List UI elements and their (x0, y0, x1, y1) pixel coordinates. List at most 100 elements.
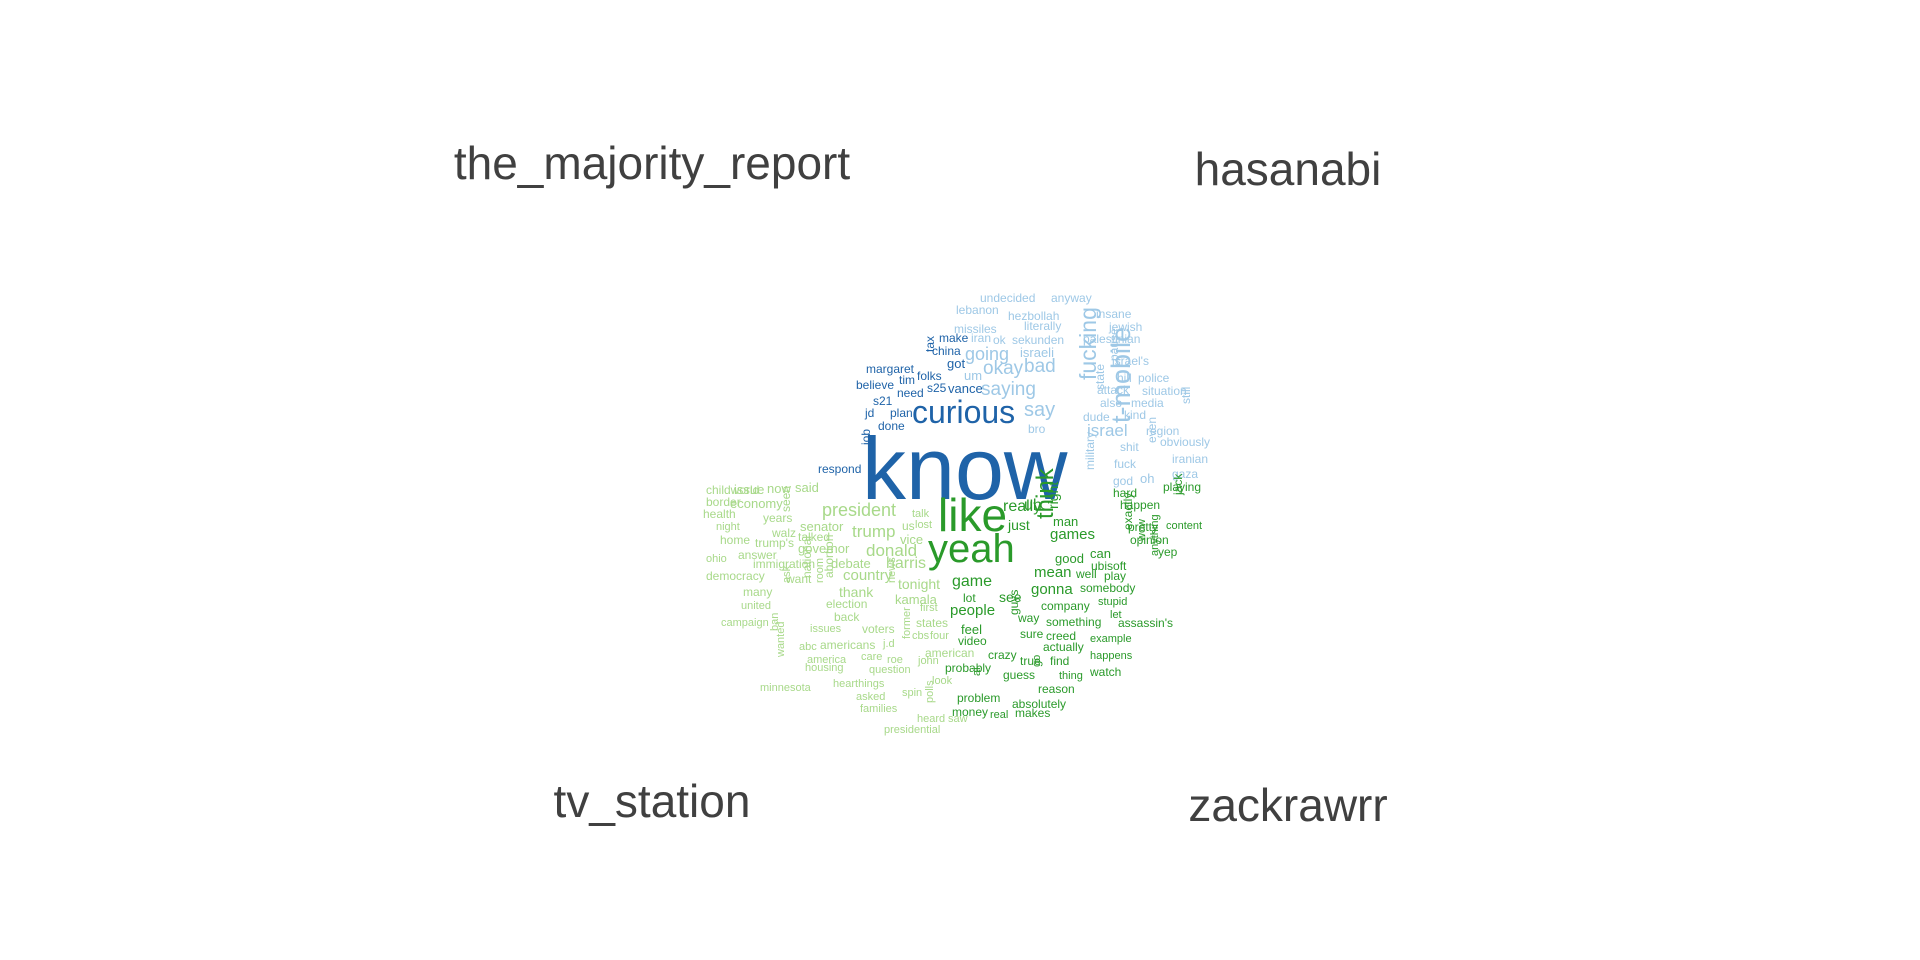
cloud-word-yeah: yeah (928, 527, 1015, 571)
cloud-word-watch: watch (1090, 664, 1122, 679)
cloud-word-problem: problem (957, 690, 1001, 705)
cloud-word-abc: abc (799, 640, 817, 653)
cloud-word-just: just (1008, 517, 1030, 534)
cloud-word-see: see (999, 589, 1022, 606)
cloud-word-creed: creed (1046, 628, 1077, 643)
cloud-word-abortion: abortion (822, 535, 836, 579)
cloud-word-hearthings: hearthings (833, 677, 885, 690)
cloud-word-america: america (807, 653, 847, 666)
cloud-word-john: john (918, 654, 939, 667)
cloud-word-us: us (902, 518, 915, 533)
cloud-word-campaign: campaign (721, 616, 769, 629)
cloud-word-lot: lot (963, 590, 976, 605)
cloud-word-say: say (1024, 399, 1056, 421)
cloud-word-actually: actually (1043, 639, 1084, 654)
cloud-word-wow: wow (1136, 519, 1148, 542)
cloud-word-american: american (925, 645, 975, 660)
cloud-word-cbs: cbs (912, 629, 930, 642)
cloud-word-lost: lost (915, 518, 933, 531)
cloud-word-harris: harris (886, 555, 927, 573)
cloud-word-border: border (706, 494, 741, 509)
cloud-word-voters: voters (862, 621, 895, 636)
cloud-word-reason: reason (1038, 681, 1075, 696)
group-label-bottom-right: zackrawrr (1188, 779, 1388, 831)
cloud-word-hezbollah: hezbollah (1008, 308, 1060, 323)
cloud-word-dude: dude (1083, 409, 1110, 424)
cloud-word-video: video (958, 633, 987, 648)
cloud-word-game: game (952, 573, 993, 591)
cloud-word-anything: anything (1149, 514, 1161, 557)
cloud-word-shit: shit (1120, 439, 1139, 454)
cloud-word-good: good (1055, 550, 1084, 566)
cloud-word-bad: bad (1024, 355, 1056, 377)
cloud-word-true: true (1020, 653, 1041, 668)
cloud-word-ohio: ohio (706, 552, 727, 565)
cloud-word-anyway: anyway (1051, 290, 1092, 305)
cloud-word-home: home (720, 532, 751, 547)
cloud-word-look: look (932, 674, 953, 687)
cloud-word-jd: jd (865, 405, 875, 420)
cloud-word-vance: vance (948, 380, 983, 396)
cloud-word-go: go (1031, 654, 1043, 668)
cloud-word-walz: walz (772, 525, 797, 540)
cloud-word-god: god (1113, 473, 1134, 488)
cloud-word-people: people (950, 602, 996, 620)
cloud-word-roe: roe (887, 653, 903, 666)
cloud-word-way: way (1018, 610, 1040, 625)
cloud-word-kamala: kamala (895, 591, 937, 607)
cloud-word-talk: talk (912, 507, 930, 520)
cloud-word-israeli: israeli (1020, 344, 1054, 360)
cloud-word-still: still (1179, 387, 1193, 405)
cloud-word-ask: ask (781, 566, 793, 584)
cloud-word-man: man (1053, 513, 1079, 529)
cloud-word-crazy: crazy (988, 647, 1017, 662)
cloud-word-democracy: democracy (706, 568, 765, 583)
cloud-word-sure: sure (1020, 626, 1044, 641)
cloud-word-going: going (965, 343, 1010, 364)
cloud-word-attack: attack (1097, 382, 1130, 397)
cloud-word-said: said (795, 479, 819, 495)
cloud-word-believe: believe (856, 377, 895, 392)
cloud-word-know: know (862, 419, 1068, 519)
cloud-word-jewish: jewish (1109, 319, 1143, 334)
cloud-word-ubisoft: ubisoft (1091, 558, 1127, 573)
cloud-word-stupid: stupid (1098, 595, 1128, 608)
cloud-word-iranian: iranian (1172, 451, 1209, 466)
cloud-word-vice: vice (900, 531, 924, 547)
cloud-word-election: election (826, 596, 868, 611)
cloud-word-tim: tim (899, 372, 915, 387)
cloud-word-ai: ai (971, 667, 983, 677)
cloud-word-games: games (1050, 526, 1096, 544)
cloud-word-job: job (859, 429, 873, 446)
cloud-word-trump: trump (852, 521, 896, 541)
cloud-word-presidential: presidential (884, 723, 941, 736)
cloud-word-uh: uh (1024, 497, 1042, 515)
cloud-word-fuck: fuck (1114, 456, 1137, 471)
cloud-word-insane: insane (1096, 306, 1132, 321)
cloud-word-even: even (1145, 417, 1159, 444)
cloud-word-hard: hard (1113, 485, 1138, 500)
cloud-word-happen: happen (1120, 497, 1161, 512)
cloud-word-oh: oh (1140, 470, 1155, 486)
cloud-word-years: years (763, 510, 793, 525)
cloud-word-happens: happens (1090, 649, 1133, 662)
cloud-word-let: let (1110, 608, 1122, 621)
cloud-word-four: four (930, 629, 949, 642)
cloud-word-china: china (932, 343, 961, 358)
cloud-word-palestinian: palestinian (1083, 331, 1141, 346)
cloud-word-issues: issues (810, 622, 842, 635)
cloud-word-literally: literally (1024, 318, 1062, 333)
cloud-word-real: real (990, 708, 1009, 721)
cloud-word-sekunden: sekunden (1012, 332, 1065, 347)
cloud-word-pause: pause (1107, 328, 1121, 362)
cloud-word-want: want (786, 571, 812, 586)
cloud-word-like: like (938, 488, 1008, 541)
cloud-word-asked: asked (856, 690, 886, 703)
cloud-word-kind: kind (1124, 407, 1147, 422)
cloud-word-s21: s21 (873, 393, 893, 408)
cloud-word-okay: okay (983, 357, 1024, 379)
cloud-word-need: need (897, 385, 924, 400)
cloud-word-plan: plan (890, 405, 913, 420)
